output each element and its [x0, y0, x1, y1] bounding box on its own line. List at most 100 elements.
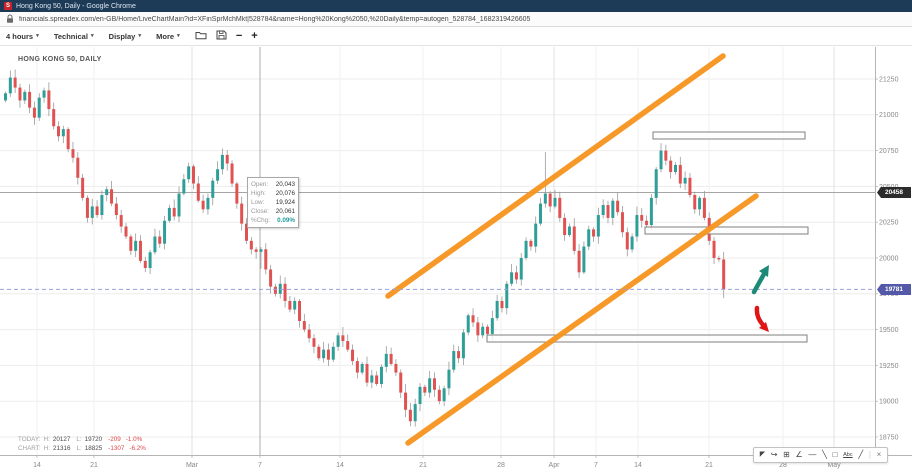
address-bar[interactable]: financials.spreadex.com/en-GB/Home/LiveC…: [0, 12, 912, 27]
close-toolbar-icon[interactable]: ×: [876, 450, 882, 459]
candle: [85, 197, 89, 218]
candle: [654, 169, 658, 198]
x-axis-label: 28: [779, 462, 787, 469]
candle: [240, 203, 244, 224]
candle: [163, 220, 167, 244]
today-stats-row: TODAY: H: 20127 L: 19720 -209 -1.0%: [18, 436, 143, 443]
candle: [596, 215, 600, 237]
candle: [37, 97, 41, 118]
candle: [452, 351, 456, 370]
candle: [302, 321, 306, 330]
candle: [722, 259, 726, 290]
candle: [529, 240, 533, 247]
today-label: TODAY:: [18, 436, 41, 443]
candle: [510, 272, 514, 284]
candle: [230, 163, 234, 184]
chart-high-value: 21316: [52, 444, 71, 452]
floppy-disk-icon: [216, 30, 227, 42]
fib-retracement-icon[interactable]: ⊞: [783, 450, 790, 459]
last-price-badge: 19781: [877, 284, 911, 295]
y-axis-label: 20250: [879, 220, 899, 227]
timeframe-dropdown[interactable]: 4 hours ▾: [6, 32, 39, 41]
y-axis-label: 19000: [879, 399, 899, 406]
ray-line-icon[interactable]: ╱: [858, 450, 864, 459]
candle: [283, 283, 287, 301]
curve-arrow-icon[interactable]: ↪: [770, 450, 778, 459]
zoom-in-button[interactable]: +: [251, 30, 258, 42]
candle: [18, 87, 22, 101]
candle: [524, 240, 528, 258]
padlock-icon: [6, 14, 14, 24]
candle: [273, 286, 277, 294]
candle: [543, 193, 547, 204]
horizontal-line-icon[interactable]: —: [808, 450, 817, 459]
candle: [572, 226, 576, 251]
candle: [394, 363, 398, 373]
bearish-arrow: [754, 305, 766, 328]
fan-lines-icon[interactable]: ∠: [795, 450, 803, 459]
trend-line-icon[interactable]: ╲: [822, 450, 827, 459]
candle: [336, 335, 340, 347]
candle: [567, 226, 571, 236]
display-dropdown[interactable]: Display ▾: [109, 32, 141, 41]
tooltip-low-value: 19,924: [275, 199, 295, 206]
candle: [254, 249, 258, 252]
today-low-value: 19720: [84, 436, 103, 443]
candle: [32, 107, 36, 118]
candle: [326, 349, 330, 360]
separator: |: [868, 450, 871, 459]
candle: [13, 77, 17, 88]
open-chart-button[interactable]: [195, 30, 207, 42]
crosshair-price-badge: 20458: [877, 187, 911, 198]
chevron-down-icon: ▾: [36, 33, 39, 39]
candle: [601, 205, 605, 216]
candle: [370, 375, 374, 383]
technical-dropdown[interactable]: Technical ▾: [54, 32, 94, 41]
candle: [28, 91, 32, 108]
candle: [355, 361, 359, 373]
text-tool-icon[interactable]: Abc: [843, 452, 853, 458]
candle: [582, 246, 586, 273]
candle: [620, 212, 624, 233]
y-axis-label: 19250: [879, 363, 899, 370]
candle: [172, 207, 176, 217]
candle: [683, 177, 687, 184]
candle: [278, 283, 282, 294]
candle: [457, 351, 461, 359]
candle: [630, 236, 634, 250]
candle: [514, 272, 518, 280]
save-chart-button[interactable]: [216, 30, 227, 42]
candle: [167, 207, 171, 221]
candle: [23, 91, 27, 101]
candle: [563, 217, 567, 236]
candle: [649, 197, 653, 226]
zoom-out-button[interactable]: −: [235, 30, 243, 42]
x-axis-label: May: [827, 462, 841, 469]
candle: [143, 260, 147, 269]
chart-toolbar: 4 hours ▾ Technical ▾ Display ▾ More ▾ −…: [0, 27, 912, 46]
today-change-value: -209: [108, 436, 121, 443]
pointer-icon[interactable]: ◤: [759, 451, 766, 458]
symbol-label: HONG KONG 50, DAILY: [18, 56, 102, 63]
candle: [418, 386, 422, 405]
today-change-pct: -1.0%: [125, 436, 143, 443]
y-axis-label: 21250: [879, 76, 899, 83]
candle: [442, 388, 446, 402]
technical-label: Technical: [53, 31, 88, 41]
y-axis-label: 20000: [879, 255, 899, 262]
tooltip-low-label: Low:: [251, 199, 265, 206]
candle: [408, 409, 412, 422]
candle: [404, 392, 408, 410]
more-dropdown[interactable]: More ▾: [156, 32, 180, 41]
price-chart[interactable]: 2125021000207502050020250200001975019500…: [0, 46, 912, 475]
x-axis-label: 21: [90, 462, 98, 469]
candle: [249, 240, 253, 250]
candle: [505, 283, 509, 309]
candle: [645, 220, 649, 226]
candle: [640, 215, 644, 221]
chevron-down-icon: ▾: [90, 33, 94, 39]
candle: [100, 194, 104, 216]
candle: [114, 203, 118, 216]
rectangle-icon[interactable]: □: [832, 450, 838, 459]
candle: [466, 315, 470, 333]
